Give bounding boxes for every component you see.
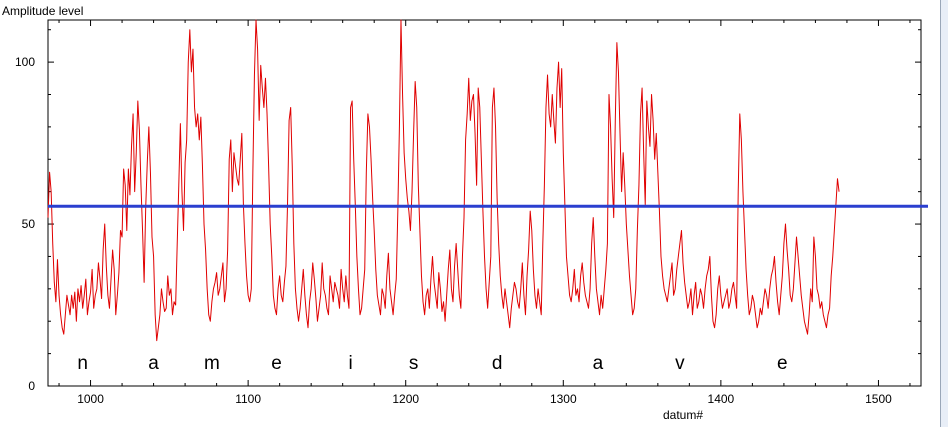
x-tick-label: 1100 [235, 392, 261, 406]
letter-label: a [593, 353, 604, 374]
x-axis-tick-labels: 1000 1100 1200 1300 1400 1500 [77, 392, 892, 406]
letter-label: m [204, 353, 220, 374]
x-axis-title: datum# [663, 408, 703, 422]
x-tick-label: 1200 [392, 392, 419, 406]
letter-label: s [409, 353, 419, 374]
y-tick-label: 0 [28, 379, 35, 393]
x-tick-label: 1300 [550, 392, 577, 406]
letter-label: n [77, 353, 88, 374]
signal-line-0 [47, 19, 840, 342]
window-edge [940, 0, 948, 427]
letter-label: d [492, 353, 503, 374]
y-axis-tick-labels: 0 50 100 [15, 55, 35, 393]
series-layer [47, 19, 840, 342]
x-axis-ticks [58, 20, 911, 386]
letter-label: i [348, 353, 352, 374]
y-tick-label: 100 [15, 55, 35, 69]
plot-frame [47, 19, 922, 387]
letter-label: e [777, 353, 788, 374]
x-tick-label: 1500 [865, 392, 892, 406]
x-tick-label: 1000 [77, 392, 104, 406]
letter-label: e [271, 353, 282, 374]
x-tick-label: 1400 [708, 392, 735, 406]
letter-label: v [675, 353, 685, 374]
y-axis-ticks [48, 29, 921, 387]
y-axis-title: Amplitude level [2, 4, 83, 18]
letter-label: a [148, 353, 159, 374]
y-tick-label: 50 [22, 217, 36, 231]
